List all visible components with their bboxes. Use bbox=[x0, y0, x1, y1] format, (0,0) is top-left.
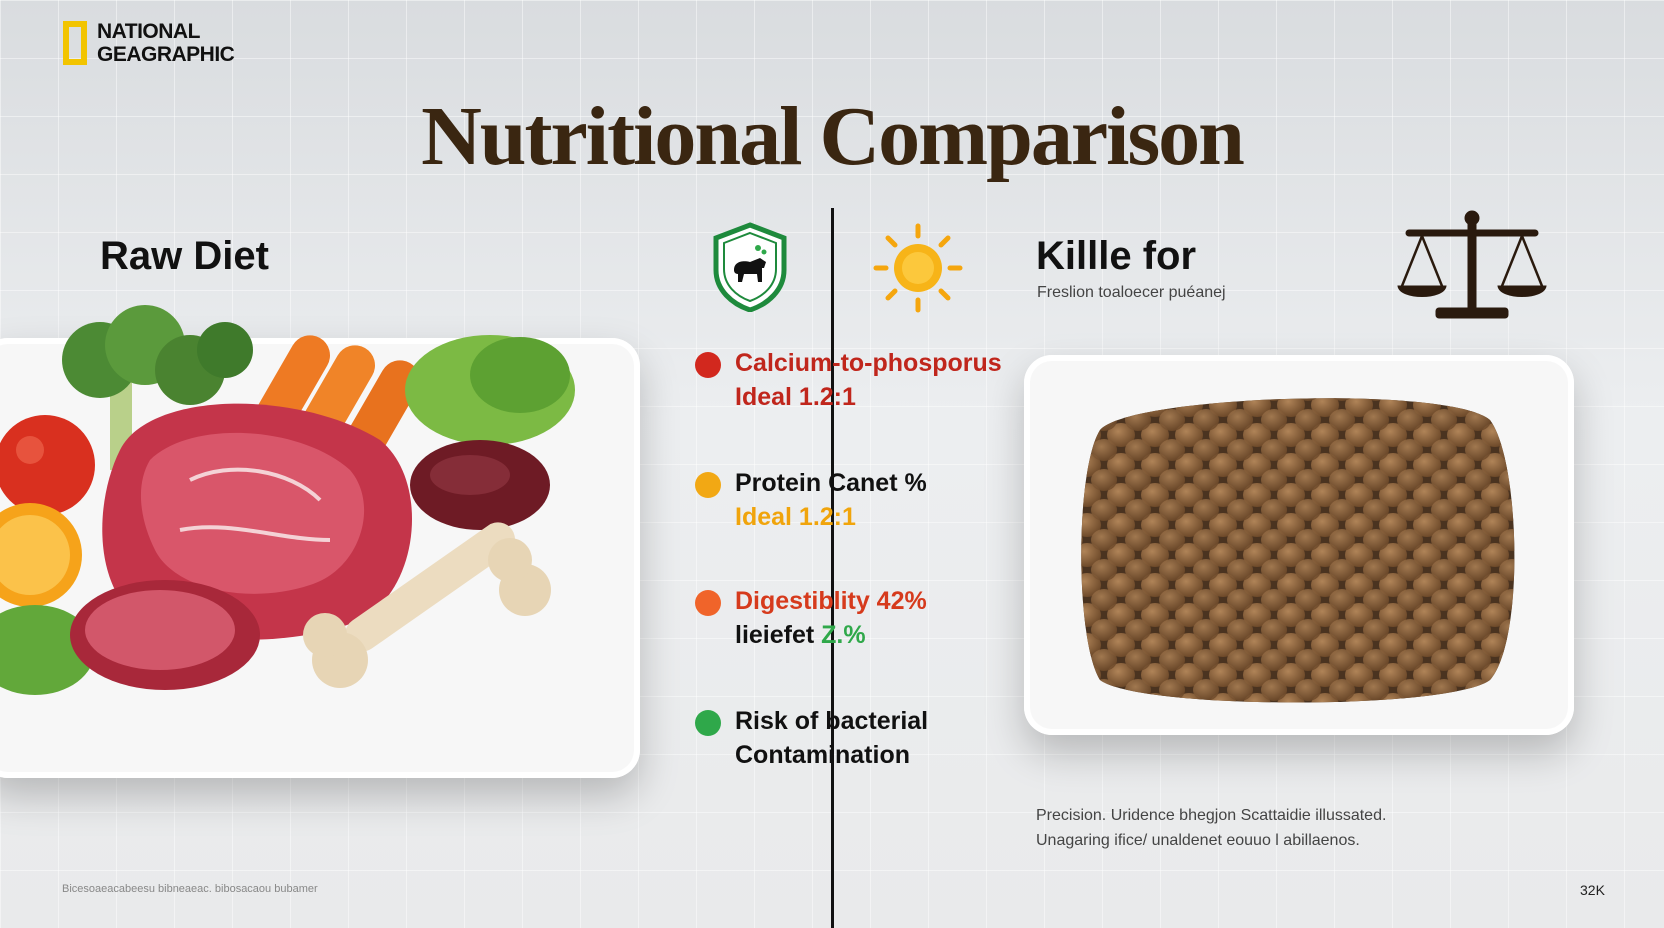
kibble-note-line-1: Precision. Uridence bhegjon Scattaidie i… bbox=[1036, 807, 1387, 824]
raw-food-illustration bbox=[0, 305, 575, 695]
kibble-heading: Killle for bbox=[1036, 234, 1197, 278]
raw-diet-heading: Raw Diet bbox=[100, 234, 269, 278]
metric-digestibility: Digestiblity 42% lieiefet Z.% bbox=[695, 584, 927, 652]
brand-line-2: GEAGRAPHIC bbox=[97, 43, 235, 66]
page-number: 32K bbox=[1580, 882, 1605, 898]
metric-4-line-1: Risk of bacterial bbox=[735, 707, 929, 735]
metric-bacterial-risk: Risk of bacterial Contamination bbox=[695, 704, 928, 772]
page-title: Nutritional Comparison bbox=[421, 90, 1245, 183]
center-divider bbox=[831, 208, 834, 928]
metric-calcium-phosphorus: Calcium-to-phosporus Ideal 1.2:1 bbox=[695, 346, 1002, 414]
sun-icon bbox=[873, 223, 963, 313]
broccoli-icon bbox=[62, 305, 253, 470]
metric-protein: Protein Canet % Ideal 1.2:1 bbox=[695, 466, 927, 534]
footer-caption: Bicesoaeacabeesu bibneaeac. bibosacaou b… bbox=[62, 883, 318, 895]
yellow-dot-icon bbox=[695, 472, 721, 498]
orange-dot-icon bbox=[695, 590, 721, 616]
bone-icon bbox=[303, 522, 551, 688]
kibble-note-line-2: Unagaring ifice/ unaldenet eouuo l abill… bbox=[1036, 832, 1360, 849]
metric-3-line-1: Digestiblity 42% bbox=[735, 587, 927, 615]
national-geographic-logo: NATIONAL GEAGRAPHIC bbox=[63, 20, 235, 66]
dog-shield-icon bbox=[713, 222, 787, 312]
metric-1-line-2: Ideal 1.2:1 bbox=[735, 383, 856, 411]
kibble-illustration bbox=[1081, 398, 1515, 703]
brand-line-1: NATIONAL bbox=[97, 20, 200, 43]
metric-3-line-2: lieiefet bbox=[735, 621, 815, 649]
metric-2-line-2: Ideal 1.2:1 bbox=[735, 503, 856, 531]
metric-4-line-2: Contamination bbox=[735, 741, 910, 769]
metric-3-line-2-extra: Z.% bbox=[821, 621, 866, 649]
green-dot-icon bbox=[695, 710, 721, 736]
yellow-frame-icon bbox=[63, 21, 87, 65]
kibble-subheading: Freslion toaloecer puéanej bbox=[1037, 284, 1226, 301]
metric-1-line-1: Calcium-to-phosporus bbox=[735, 349, 1002, 377]
metric-2-line-1: Protein Canet % bbox=[735, 469, 927, 497]
balance-scale-icon bbox=[1397, 210, 1547, 319]
red-dot-icon bbox=[695, 352, 721, 378]
